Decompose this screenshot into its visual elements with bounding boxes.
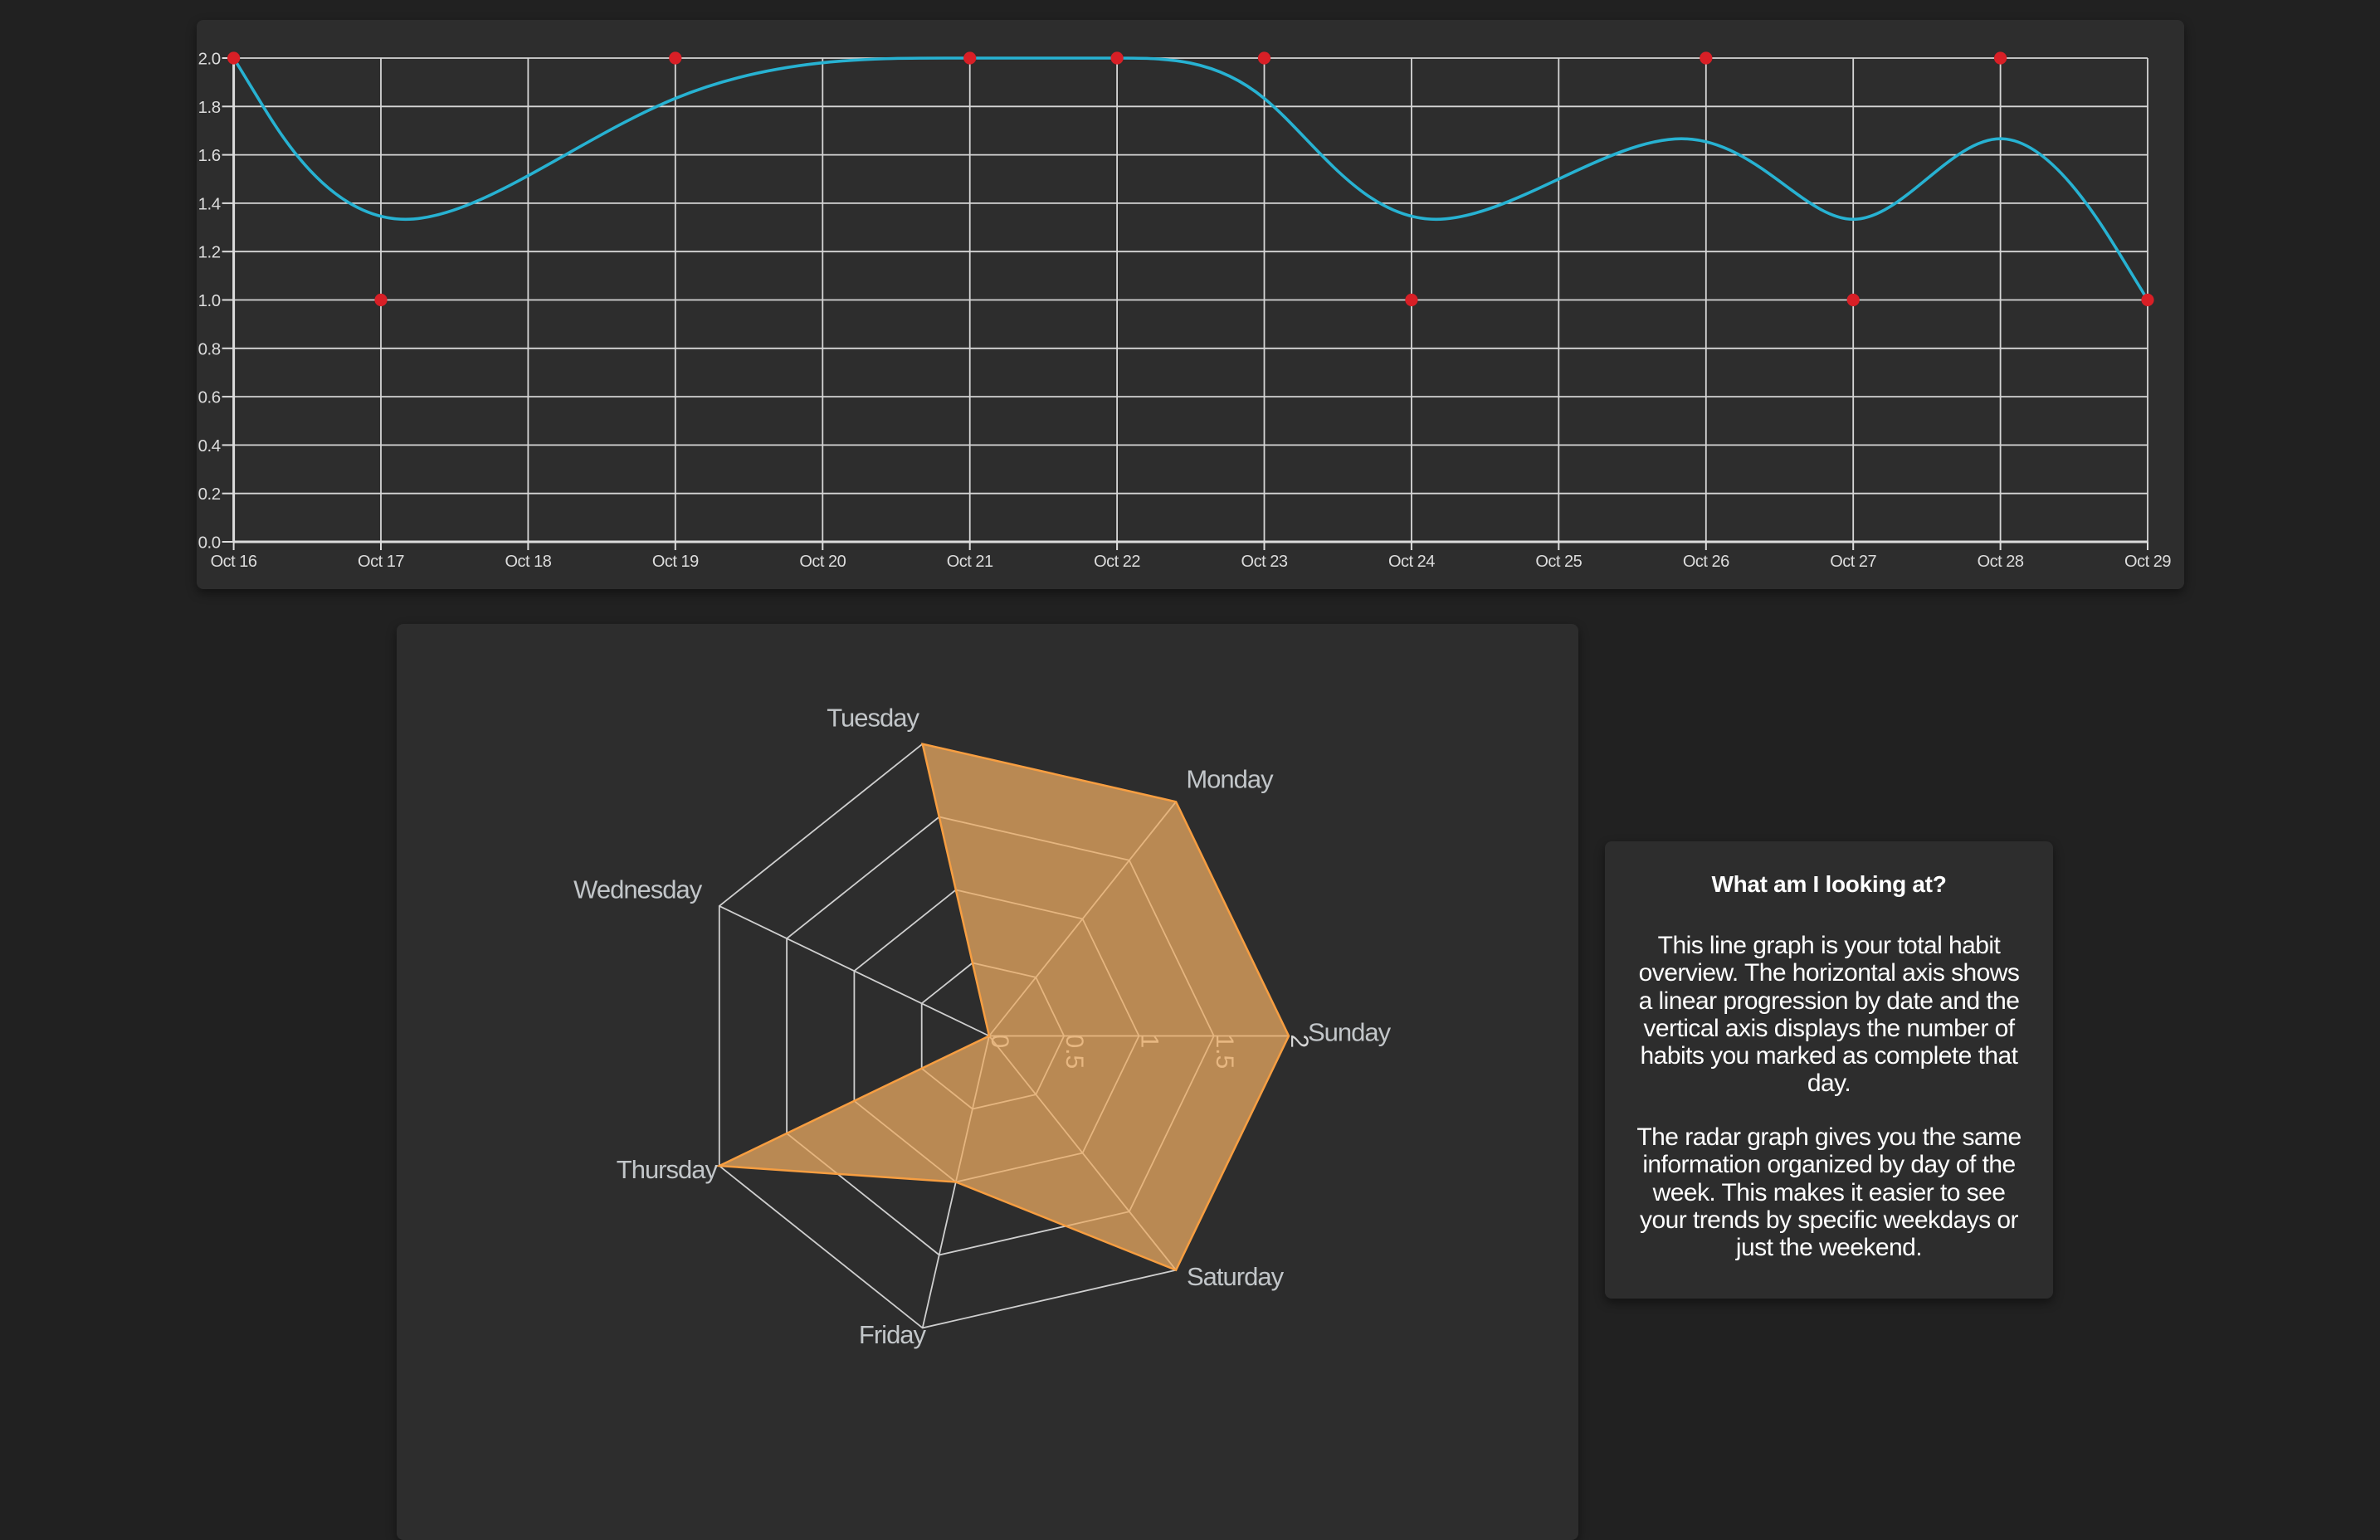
svg-text:1.0: 1.0 — [198, 291, 221, 310]
svg-text:0.0: 0.0 — [198, 534, 221, 553]
svg-text:Thursday: Thursday — [617, 1155, 719, 1184]
svg-text:2.0: 2.0 — [198, 50, 221, 69]
svg-text:Sunday: Sunday — [1308, 1018, 1392, 1047]
svg-text:Oct 22: Oct 22 — [1094, 553, 1140, 571]
svg-text:1.4: 1.4 — [198, 194, 221, 213]
svg-text:Oct 28: Oct 28 — [1978, 553, 2024, 571]
svg-text:Oct 26: Oct 26 — [1683, 553, 1729, 571]
svg-text:Friday: Friday — [859, 1320, 927, 1349]
svg-text:0.8: 0.8 — [198, 339, 221, 358]
svg-text:Oct 23: Oct 23 — [1241, 553, 1288, 571]
svg-text:Oct 19: Oct 19 — [652, 553, 699, 571]
svg-text:1.8: 1.8 — [198, 98, 221, 117]
svg-text:1.6: 1.6 — [198, 146, 221, 165]
svg-text:Tuesday: Tuesday — [827, 704, 919, 733]
svg-text:Saturday: Saturday — [1187, 1262, 1285, 1291]
svg-text:Wednesday: Wednesday — [573, 875, 703, 904]
svg-text:Oct 27: Oct 27 — [1830, 553, 1876, 571]
svg-text:Monday: Monday — [1186, 765, 1274, 794]
svg-text:Oct 21: Oct 21 — [947, 553, 993, 571]
svg-text:0.2: 0.2 — [198, 485, 221, 504]
svg-text:Oct 29: Oct 29 — [2124, 553, 2171, 571]
svg-text:0.4: 0.4 — [198, 436, 221, 456]
svg-text:Oct 24: Oct 24 — [1388, 553, 1435, 571]
svg-text:2: 2 — [1285, 1035, 1313, 1049]
svg-text:1.2: 1.2 — [198, 243, 221, 262]
svg-text:Oct 17: Oct 17 — [358, 553, 404, 571]
svg-text:Oct 25: Oct 25 — [1535, 553, 1582, 571]
svg-text:Oct 16: Oct 16 — [211, 553, 257, 571]
svg-text:0.6: 0.6 — [198, 388, 221, 407]
svg-text:Oct 20: Oct 20 — [799, 553, 846, 571]
svg-text:Oct 18: Oct 18 — [505, 553, 551, 571]
